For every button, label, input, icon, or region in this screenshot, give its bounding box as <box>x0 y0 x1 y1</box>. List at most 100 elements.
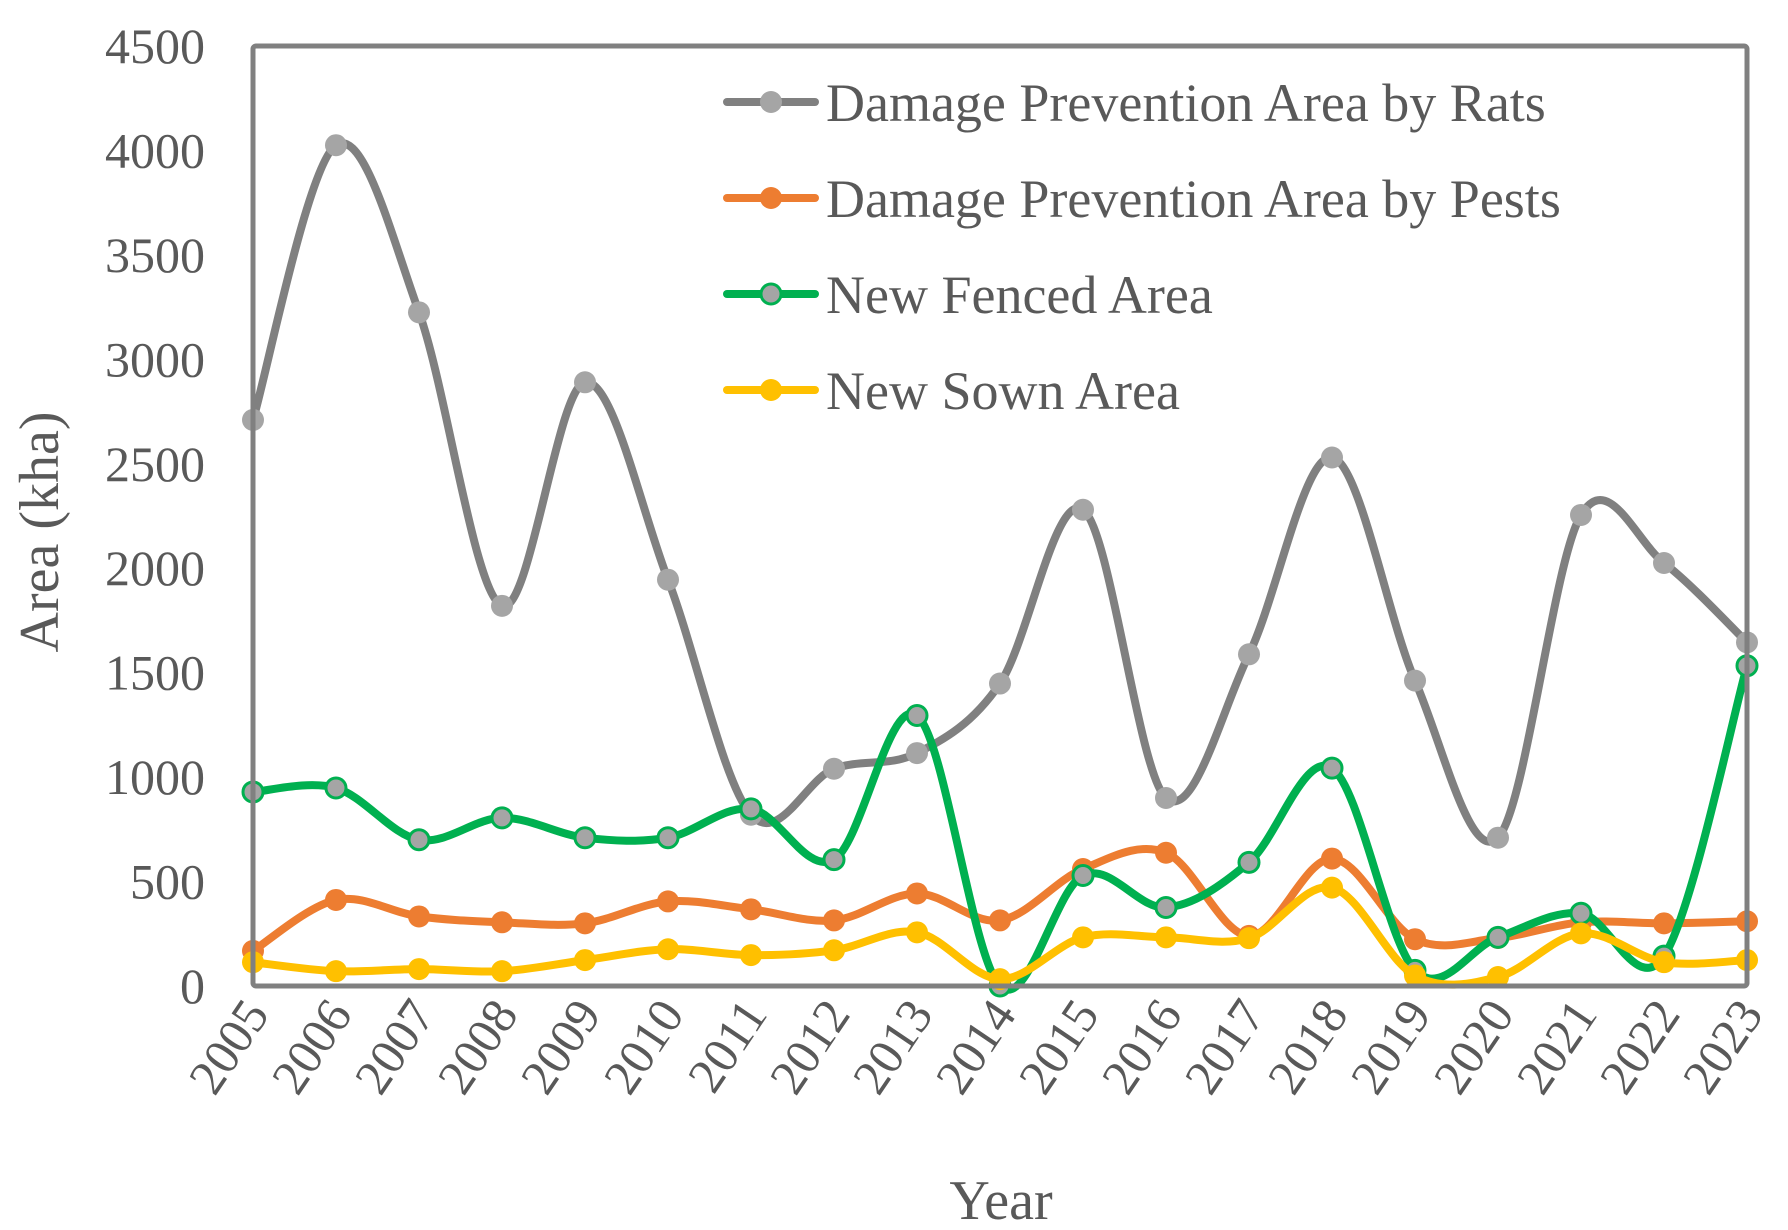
x-tick-label: 2011 <box>676 989 777 1102</box>
data-point <box>491 594 513 617</box>
data-point <box>823 909 845 932</box>
data-point <box>324 776 348 800</box>
y-tick-label: 2000 <box>105 540 205 596</box>
x-tick-label: 2012 <box>758 989 860 1103</box>
legend-label: Damage Prevention Area by Rats <box>826 73 1546 133</box>
legend-item: Damage Prevention Area by Pests <box>723 169 1561 229</box>
y-tick-label: 1000 <box>105 749 205 805</box>
data-point <box>1404 669 1426 692</box>
data-point <box>1570 503 1592 526</box>
legend-item: New Sown Area <box>723 361 1180 421</box>
y-tick-label: 3500 <box>105 227 205 283</box>
x-tick-label: 2022 <box>1588 989 1690 1103</box>
data-point <box>1404 964 1426 987</box>
y-tick-label: 3000 <box>105 331 205 387</box>
x-tick-label: 2018 <box>1256 989 1358 1103</box>
data-point <box>823 757 845 780</box>
data-point <box>1404 928 1426 951</box>
x-tick-label: 2019 <box>1339 989 1441 1103</box>
x-axis-tick-labels: 2005200620072008200920102011201220132014… <box>177 989 1773 1103</box>
y-tick-label: 500 <box>130 854 205 910</box>
data-point <box>906 742 928 765</box>
data-point <box>408 905 430 928</box>
data-point <box>906 882 928 905</box>
data-point <box>408 301 430 324</box>
data-point <box>490 806 514 830</box>
y-axis-tick-labels: 0 500 1000 1500 2000 2500 3000 3500 4000 4500 <box>105 18 205 1014</box>
series-damage-prevention-area-by-pests <box>242 841 1758 962</box>
data-point <box>1321 446 1343 469</box>
data-point <box>657 938 679 961</box>
data-point <box>1570 922 1592 945</box>
x-tick-label: 2006 <box>260 989 362 1103</box>
legend-marker <box>760 187 782 209</box>
data-point <box>1155 787 1177 809</box>
data-point <box>1238 643 1260 666</box>
data-point <box>822 848 846 872</box>
data-point <box>1487 966 1509 989</box>
data-point <box>574 371 596 394</box>
data-point <box>739 797 763 821</box>
legend-marker <box>759 282 783 306</box>
x-tick-label: 2020 <box>1422 989 1524 1103</box>
y-tick-label: 4000 <box>105 122 205 178</box>
x-tick-label: 2014 <box>924 989 1026 1103</box>
data-point <box>1154 895 1178 919</box>
x-tick-label: 2023 <box>1671 989 1773 1103</box>
data-point <box>1321 876 1343 899</box>
data-point <box>823 939 845 962</box>
x-tick-label: 2015 <box>1007 989 1109 1103</box>
legend-item: New Fenced Area <box>723 265 1213 325</box>
data-point <box>1321 847 1343 870</box>
data-point <box>740 898 762 921</box>
data-point <box>1320 756 1344 780</box>
y-axis-title: Area (kha) <box>9 412 71 653</box>
x-tick-label: 2013 <box>841 989 943 1103</box>
data-point <box>1072 926 1094 949</box>
data-point <box>1653 951 1675 974</box>
data-point <box>325 888 347 911</box>
data-point <box>1155 841 1177 864</box>
legend-label: Damage Prevention Area by Pests <box>826 169 1561 229</box>
data-point <box>905 703 929 727</box>
series-line <box>249 139 1751 846</box>
y-tick-label: 2500 <box>105 436 205 492</box>
data-point <box>1155 926 1177 949</box>
legend-marker <box>760 379 782 401</box>
data-point <box>491 911 513 934</box>
data-point <box>574 949 596 972</box>
data-point <box>1072 498 1094 521</box>
data-point <box>740 944 762 967</box>
legend-label: New Sown Area <box>826 361 1180 421</box>
legend-item: Damage Prevention Area by Rats <box>723 73 1546 133</box>
data-point <box>325 134 347 157</box>
data-point <box>1238 927 1260 950</box>
data-point <box>657 568 679 591</box>
series-layer <box>241 134 1759 998</box>
x-tick-label: 2007 <box>343 989 445 1103</box>
x-tick-label: 2017 <box>1173 989 1275 1103</box>
x-tick-label: 2016 <box>1090 989 1192 1103</box>
data-point <box>1486 925 1510 949</box>
series-line <box>249 845 1751 955</box>
plot-area-frame <box>250 43 1750 989</box>
y-tick-label: 0 <box>180 958 205 1014</box>
data-point <box>1237 850 1261 874</box>
data-point <box>325 960 347 983</box>
series-damage-prevention-area-by-rats <box>242 134 1758 849</box>
data-point <box>408 958 430 981</box>
data-point <box>573 826 597 850</box>
data-point <box>906 921 928 944</box>
data-point <box>1653 552 1675 574</box>
y-tick-label: 1500 <box>105 645 205 701</box>
data-point <box>1569 901 1593 925</box>
x-tick-label: 2008 <box>426 989 528 1103</box>
series-line <box>249 661 1751 994</box>
x-axis-title: Year <box>949 1170 1053 1230</box>
x-tick-label: 2010 <box>592 989 694 1103</box>
data-point <box>656 826 680 850</box>
data-point <box>657 890 679 913</box>
x-tick-label: 2009 <box>509 989 611 1103</box>
data-point <box>1071 863 1095 887</box>
